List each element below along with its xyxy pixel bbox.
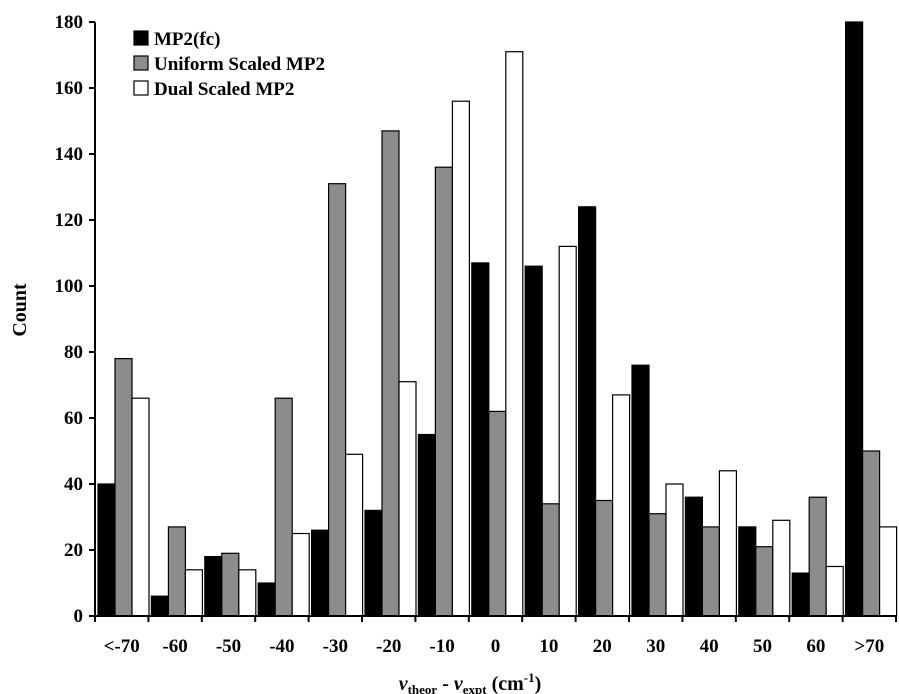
x-tick-label: -50 [216,636,241,657]
y-tick-label: 40 [64,474,83,495]
bar-uniform-scaled-mp2 [167,526,186,617]
x-tick-label: 60 [806,636,825,657]
bar-dual-scaled-mp2 [345,453,364,617]
x-axis-title: νtheor - νexpt (cm-1) [399,670,542,694]
bar-mp2-fc [577,206,597,617]
bar-dual-scaled-mp2 [878,526,898,617]
x-axis-title-sub-expt: expt [463,682,488,694]
bar-mp2-fc [417,433,436,617]
bar-dual-scaled-mp2 [398,381,417,617]
bar-dual-scaled-mp2 [825,565,844,617]
bar-uniform-scaled-mp2 [328,183,347,617]
bar-mp2-fc [738,526,757,617]
bar-mp2-fc [684,496,704,617]
bar-dual-scaled-mp2 [718,470,738,617]
x-tick-label: 30 [646,636,665,657]
bar-dual-scaled-mp2 [131,397,150,617]
bar-dual-scaled-mp2 [291,532,310,617]
y-tick-label: 0 [74,606,84,627]
bar-mp2-fc [471,262,490,617]
bar-uniform-scaled-mp2 [541,503,560,617]
y-tick-label: 80 [64,342,83,363]
legend-label-mp2-fc: MP2(fc) [154,29,220,50]
legend-swatch-mp2-fc [133,30,149,46]
x-tick-label: >70 [854,636,884,657]
y-ticks: 0 20 40 60 80 100 120 140 160 180 [55,12,95,627]
bar-mp2-fc [204,555,223,617]
bar-dual-scaled-mp2 [505,51,524,617]
axes-layer [94,22,896,617]
x-tick-label: 10 [539,636,558,657]
x-axis-title-nu-theor: ν [399,673,409,694]
bar-mp2-fc [524,265,543,617]
x-tick-label: 20 [593,636,612,657]
bar-uniform-scaled-mp2 [381,130,400,617]
x-axis-title-nu-expt: ν [454,673,464,694]
bar-mp2-fc [631,364,650,617]
bar-dual-scaled-mp2 [184,569,203,617]
bar-mp2-fc [844,21,864,617]
x-tick-label: -20 [376,636,401,657]
x-ticks: <-70 -60 -50 -40 -30 -20 -10 0 10 20 30 40 50 60 >70 [94,616,897,657]
bar-mp2-fc [150,595,169,617]
bar-uniform-scaled-mp2 [648,513,667,617]
x-tick-label: <-70 [104,636,140,657]
y-tick-label: 140 [55,144,84,165]
bar-mp2-fc [97,483,116,617]
bar-dual-scaled-mp2 [611,394,631,617]
legend-label-dual-scaled: Dual Scaled MP2 [154,79,294,100]
bar-dual-scaled-mp2 [451,100,470,617]
x-axis-title-unit-open: (cm [487,673,525,694]
bar-dual-scaled-mp2 [238,569,257,617]
legend-swatch-uniform-scaled [133,55,149,71]
y-tick-label: 20 [64,540,83,561]
x-axis-title-sub-theor: theor [408,682,438,694]
legend: MP2(fc) Uniform Scaled MP2 Dual Scaled M… [133,29,325,100]
bar-mp2-fc [311,529,330,617]
bar-uniform-scaled-mp2 [274,397,293,617]
bar-uniform-scaled-mp2 [434,166,453,617]
bar-mp2-fc [364,509,383,617]
x-tick-label: 40 [700,636,719,657]
y-tick-label: 120 [55,210,84,231]
bar-uniform-scaled-mp2 [488,410,507,617]
x-axis-title-unit-close: ) [535,673,542,694]
bar-uniform-scaled-mp2 [861,450,881,617]
bar-mp2-fc [791,572,810,617]
x-axis-title-minus: - [437,673,454,694]
bar-dual-scaled-mp2 [665,483,684,617]
x-tick-label: 0 [491,636,501,657]
bars-layer [97,21,898,617]
bar-uniform-scaled-mp2 [594,499,614,617]
x-tick-label: -30 [323,636,348,657]
y-axis-title: Count [9,283,31,337]
bar-dual-scaled-mp2 [772,519,791,617]
bar-uniform-scaled-mp2 [755,546,774,617]
bar-uniform-scaled-mp2 [701,526,721,617]
legend-label-uniform-scaled: Uniform Scaled MP2 [154,54,325,75]
bar-uniform-scaled-mp2 [221,552,240,617]
y-tick-label: 160 [55,78,84,99]
bar-uniform-scaled-mp2 [808,496,827,617]
x-tick-label: -10 [429,636,454,657]
bar-mp2-fc [257,582,276,617]
bar-dual-scaled-mp2 [558,245,577,617]
x-axis-title-unit-sup: -1 [524,670,535,685]
x-tick-label: -40 [269,636,294,657]
x-tick-label: 50 [753,636,772,657]
y-tick-label: 180 [55,12,84,33]
bar-uniform-scaled-mp2 [114,358,133,617]
y-tick-label: 60 [64,408,83,429]
y-tick-label: 100 [55,276,84,297]
x-tick-label: -60 [162,636,187,657]
legend-swatch-dual-scaled [133,80,149,96]
